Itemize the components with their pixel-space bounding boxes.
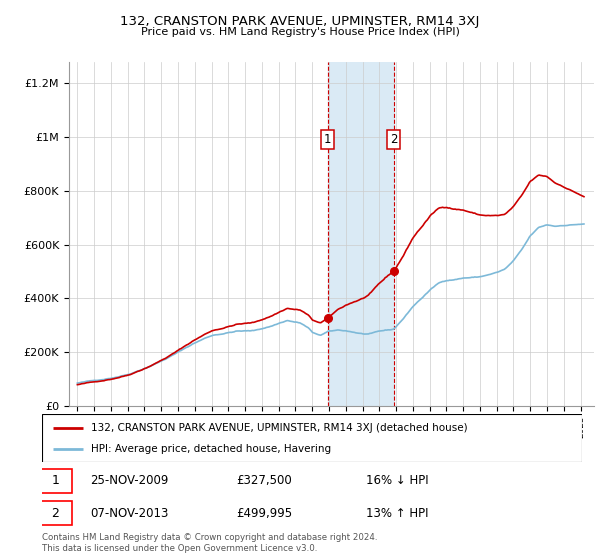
Bar xyxy=(40,501,72,525)
Text: 132, CRANSTON PARK AVENUE, UPMINSTER, RM14 3XJ (detached house): 132, CRANSTON PARK AVENUE, UPMINSTER, RM… xyxy=(91,423,467,433)
Text: 1: 1 xyxy=(52,474,59,487)
Text: £327,500: £327,500 xyxy=(236,474,292,487)
Bar xyxy=(40,469,72,493)
Text: HPI: Average price, detached house, Havering: HPI: Average price, detached house, Have… xyxy=(91,444,331,454)
Text: Contains HM Land Registry data © Crown copyright and database right 2024.
This d: Contains HM Land Registry data © Crown c… xyxy=(42,533,377,553)
Text: 13% ↑ HPI: 13% ↑ HPI xyxy=(366,507,428,520)
Text: 16% ↓ HPI: 16% ↓ HPI xyxy=(366,474,428,487)
Text: £499,995: £499,995 xyxy=(236,507,293,520)
Text: 25-NOV-2009: 25-NOV-2009 xyxy=(91,474,169,487)
Text: 2: 2 xyxy=(52,507,59,520)
Text: 07-NOV-2013: 07-NOV-2013 xyxy=(91,507,169,520)
Text: 2: 2 xyxy=(390,133,397,146)
Bar xyxy=(328,62,394,406)
Text: Price paid vs. HM Land Registry's House Price Index (HPI): Price paid vs. HM Land Registry's House … xyxy=(140,27,460,37)
Text: 132, CRANSTON PARK AVENUE, UPMINSTER, RM14 3XJ: 132, CRANSTON PARK AVENUE, UPMINSTER, RM… xyxy=(121,15,479,28)
Text: 1: 1 xyxy=(324,133,331,146)
